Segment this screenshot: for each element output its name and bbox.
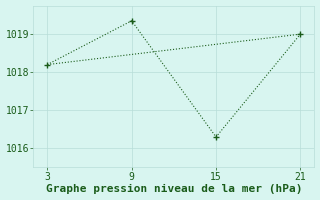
X-axis label: Graphe pression niveau de la mer (hPa): Graphe pression niveau de la mer (hPa) bbox=[45, 184, 302, 194]
